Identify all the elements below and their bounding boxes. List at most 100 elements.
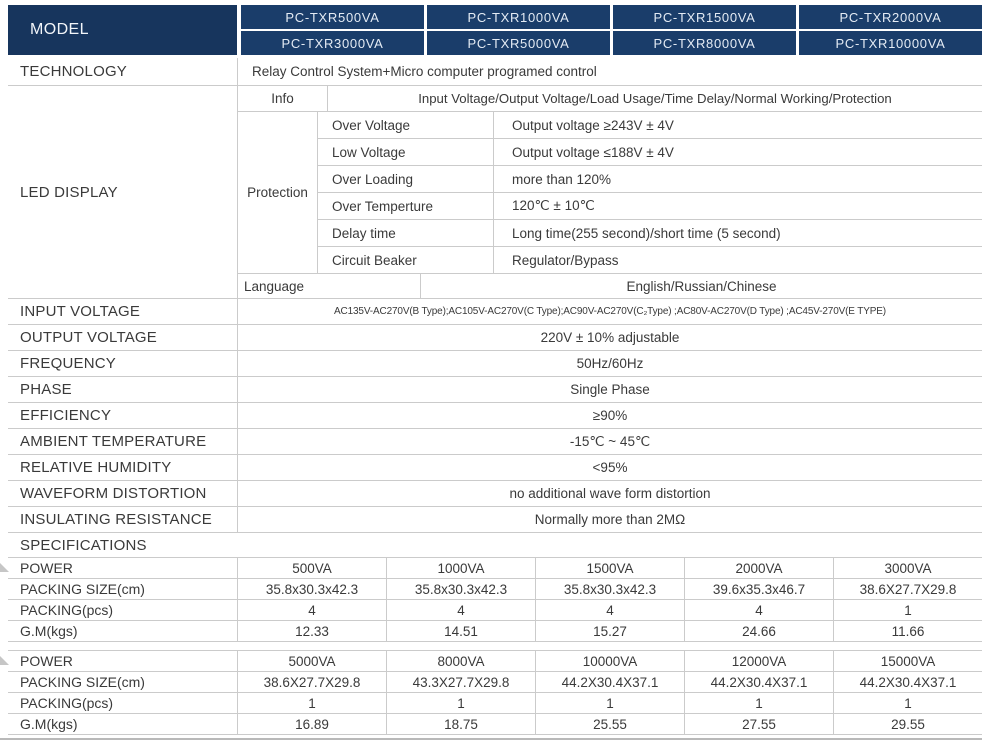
protection-row: Delay time Long time(255 second)/short t…: [318, 219, 982, 246]
pack-cell: 25.55: [535, 714, 684, 734]
pack-cell: 4: [535, 600, 684, 620]
pack-row-label-text: G.M(kgs): [20, 623, 78, 639]
model-name: PC-TXR10000VA: [799, 31, 982, 55]
row-label: OUTPUT VOLTAGE: [20, 329, 157, 346]
table-row: PACKING(pcs) 4 4 4 4 1: [8, 599, 982, 620]
spec-row-frequency: FREQUENCY 50Hz/60Hz: [8, 351, 982, 377]
row-label: RELATIVE HUMIDITY: [20, 459, 172, 476]
bottom-divider: [0, 738, 982, 740]
led-info-row: Info Input Voltage/Output Voltage/Load U…: [238, 86, 982, 112]
pack-cell: 12000VA: [684, 651, 833, 671]
language-row: Language English/Russian/Chinese: [238, 274, 982, 298]
packing-table-2: POWER 5000VA 8000VA 10000VA 12000VA 1500…: [0, 650, 982, 735]
pack-cell: 38.6X27.7X29.8: [237, 672, 386, 692]
spec-row-output-voltage: OUTPUT VOLTAGE 220V ± 10% adjustable: [8, 325, 982, 351]
pack-cell: 39.6x35.3x46.7: [684, 579, 833, 599]
info-label: Info: [238, 86, 328, 111]
table-row: PACKING SIZE(cm) 35.8x30.3x42.3 35.8x30.…: [8, 578, 982, 599]
protection-item-label: Over Voltage: [318, 112, 494, 138]
pack-row-label-text: PACKING(pcs): [20, 602, 114, 618]
pack-cell: 18.75: [386, 714, 535, 734]
pack-cell: 35.8x30.3x42.3: [386, 579, 535, 599]
protection-label: Protection: [238, 112, 318, 273]
protection-item-label: Delay time: [318, 220, 494, 246]
pack-row-label: PACKING(pcs): [8, 600, 237, 620]
specifications-section: SPECIFICATIONS: [8, 533, 982, 557]
pack-row-label-text: POWER: [20, 653, 73, 669]
pack-cell: 27.55: [684, 714, 833, 734]
row-value: no additional wave form distortion: [237, 481, 982, 506]
model-column: PC-TXR1000VA PC-TXR5000VA: [427, 5, 610, 55]
row-value: Normally more than 2MΩ: [237, 507, 982, 532]
model-header-label: MODEL: [8, 5, 237, 55]
row-value: ≥90%: [237, 403, 982, 428]
pack-cell: 1: [237, 693, 386, 713]
row-value: Single Phase: [237, 377, 982, 402]
pack-row-label: PACKING SIZE(cm): [8, 579, 237, 599]
pack-cell: 3000VA: [833, 558, 982, 578]
model-name: PC-TXR3000VA: [241, 31, 424, 55]
protection-item-value: 120℃ ± 10℃: [512, 198, 595, 213]
pack-cell: 1: [833, 600, 982, 620]
led-display-detail: Info Input Voltage/Output Voltage/Load U…: [237, 86, 982, 298]
spec-row-efficiency: EFFICIENCY ≥90%: [8, 403, 982, 429]
pack-cell: 4: [684, 600, 833, 620]
row-value: -15℃ ~ 45℃: [237, 429, 982, 454]
spec-row-insulating-resistance: INSULATING RESISTANCE Normally more than…: [8, 507, 982, 533]
pack-cell: 44.2X30.4X37.1: [833, 672, 982, 692]
pack-cell: 1: [684, 693, 833, 713]
pack-cell: 38.6X27.7X29.8: [833, 579, 982, 599]
pack-row-label: POWER: [0, 651, 237, 671]
pack-cell: 1: [535, 693, 684, 713]
row-label: PHASE: [20, 381, 72, 398]
protection-item-value: Regulator/Bypass: [512, 252, 619, 268]
model-name: PC-TXR2000VA: [799, 5, 982, 29]
pack-cell: 1: [386, 693, 535, 713]
pack-cell: 1000VA: [386, 558, 535, 578]
row-label: FREQUENCY: [20, 355, 116, 372]
row-value: AC135V-AC270V(B Type);AC105V-AC270V(C Ty…: [237, 299, 982, 324]
pack-row-label: G.M(kgs): [8, 714, 237, 734]
protection-row: Over Loading more than 120%: [318, 165, 982, 192]
pack-cell: 29.55: [833, 714, 982, 734]
pack-row-label: PACKING SIZE(cm): [8, 672, 237, 692]
info-value: Input Voltage/Output Voltage/Load Usage/…: [418, 91, 892, 106]
pack-row-label-text: POWER: [20, 560, 73, 576]
pack-cell: 15000VA: [833, 651, 982, 671]
protection-item-value: Long time(255 second)/short time (5 seco…: [512, 225, 781, 241]
model-columns: PC-TXR500VA PC-TXR3000VA PC-TXR1000VA PC…: [241, 5, 982, 55]
spec-row-waveform-distortion: WAVEFORM DISTORTION no additional wave f…: [8, 481, 982, 507]
protection-row: Over Temperture 120℃ ± 10℃: [318, 192, 982, 219]
table-row: POWER 5000VA 8000VA 10000VA 12000VA 1500…: [0, 651, 982, 671]
pack-cell: 8000VA: [386, 651, 535, 671]
corner-marker-icon: [0, 563, 9, 572]
pack-cell: 4: [386, 600, 535, 620]
pack-cell: 4: [237, 600, 386, 620]
spec-row-relative-humidity: RELATIVE HUMIDITY <95%: [8, 455, 982, 481]
pack-cell: 12.33: [237, 621, 386, 641]
model-name: PC-TXR8000VA: [613, 31, 796, 55]
pack-cell: 44.2X30.4X37.1: [684, 672, 833, 692]
pack-cell: 1500VA: [535, 558, 684, 578]
protection-row: Over Voltage Output voltage ≥243V ± 4V: [318, 112, 982, 138]
led-display-row: LED DISPLAY Info Input Voltage/Output Vo…: [8, 86, 982, 299]
spec-row-ambient-temperature: AMBIENT TEMPERATURE -15℃ ~ 45℃: [8, 429, 982, 455]
pack-row-label: G.M(kgs): [8, 621, 237, 641]
protection-rows: Over Voltage Output voltage ≥243V ± 4V L…: [318, 112, 982, 273]
protection-block: Protection Over Voltage Output voltage ≥…: [238, 112, 982, 274]
pack-cell: 15.27: [535, 621, 684, 641]
spec-row-input-voltage: INPUT VOLTAGE AC135V-AC270V(B Type);AC10…: [8, 299, 982, 325]
row-label: AMBIENT TEMPERATURE: [20, 433, 207, 450]
model-name: PC-TXR5000VA: [427, 31, 610, 55]
pack-cell: 35.8x30.3x42.3: [237, 579, 386, 599]
pack-row-label-text: G.M(kgs): [20, 716, 78, 732]
pack-row-label-text: PACKING SIZE(cm): [20, 674, 145, 690]
packing-table-1: POWER 500VA 1000VA 1500VA 2000VA 3000VA …: [0, 557, 982, 642]
protection-item-label: Circuit Beaker: [318, 247, 494, 273]
pack-cell: 11.66: [833, 621, 982, 641]
protection-item-label: Over Loading: [318, 166, 494, 192]
spec-row-phase: PHASE Single Phase: [8, 377, 982, 403]
pack-row-label: PACKING(pcs): [8, 693, 237, 713]
model-header: MODEL PC-TXR500VA PC-TXR3000VA PC-TXR100…: [8, 5, 982, 55]
